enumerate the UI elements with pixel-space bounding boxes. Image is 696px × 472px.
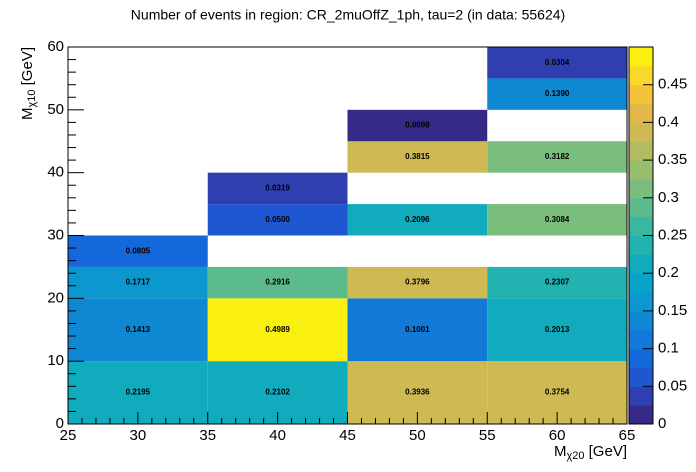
cell-label: 0.3084 (545, 215, 570, 224)
x-tick-label: 40 (269, 427, 286, 444)
cell-label: 0.1001 (405, 325, 430, 334)
cell (347, 204, 488, 236)
x-tick-label: 55 (479, 427, 496, 444)
cell (487, 78, 627, 110)
cell-label: 0.3796 (405, 278, 430, 287)
colorbar-band (629, 235, 653, 255)
x-tick-label: 25 (60, 427, 77, 444)
y-tick-label: 40 (47, 164, 64, 181)
cell-label: 0.1390 (545, 89, 570, 98)
cell (207, 266, 348, 299)
cell-label: 0.0304 (545, 58, 570, 67)
cell-label: 0.2195 (126, 388, 151, 397)
colorbar-band (629, 65, 653, 86)
colorbar-tick-label: 0.05 (658, 377, 687, 394)
colorbar-band (629, 84, 653, 105)
x-tick-label: 30 (130, 427, 147, 444)
colorbar-tick-label: 0.3 (658, 189, 679, 206)
colorbar-tick-label: 0.35 (658, 151, 687, 168)
x-axis-label: Mχ20 [GeV] (554, 443, 627, 462)
cell (347, 266, 488, 299)
cell (347, 298, 488, 362)
colorbar-band (629, 216, 653, 236)
colorbar-tick-label: 0.45 (658, 76, 687, 93)
colorbar-band (629, 47, 653, 67)
cell (347, 109, 488, 142)
colorbar-band (629, 348, 653, 368)
colorbar-band (629, 103, 653, 123)
x-tick-label: 65 (619, 427, 636, 444)
y-axis-label: Mχ10 [GeV] (19, 47, 38, 120)
cell-label: 0.3815 (405, 152, 430, 161)
y-label-main: M (19, 108, 36, 121)
colorbar-tick-label: 0.1 (658, 340, 679, 357)
cell-label: 0.3936 (405, 388, 430, 397)
colorbar-band (629, 197, 653, 218)
x-label-sub: χ20 (566, 450, 584, 462)
cell-label: 0.2096 (405, 215, 430, 224)
colorbar-band (629, 160, 653, 180)
colorbar-band (629, 254, 653, 274)
y-tick-label: 0 (56, 415, 64, 432)
cell-label: 0.0500 (265, 215, 290, 224)
x-tick-label: 50 (409, 427, 426, 444)
cell (487, 141, 627, 173)
cell-label: 0.3182 (545, 152, 570, 161)
x-label-unit: [GeV] (584, 443, 627, 460)
cell-label: 0.0098 (405, 121, 430, 130)
cell (487, 204, 627, 236)
chart-title: Number of events in region: CR_2muOffZ_1… (131, 7, 565, 23)
cell (487, 266, 627, 299)
cell (487, 298, 627, 362)
cell-label: 0.2013 (545, 325, 570, 334)
y-tick-label: 20 (47, 289, 64, 306)
cell-label: 0.2307 (545, 278, 570, 287)
colorbar-band (629, 367, 653, 387)
colorbar-band (629, 292, 653, 312)
x-tick-label: 60 (549, 427, 566, 444)
cell-label: 0.1717 (126, 278, 151, 287)
cell-label: 0.2102 (265, 388, 290, 397)
colorbar-tick-label: 0.25 (658, 226, 687, 243)
colorbar-band (629, 329, 653, 350)
y-label-unit: [GeV] (19, 47, 36, 90)
cell-label: 0.0319 (265, 183, 290, 192)
x-label-main: M (554, 443, 567, 460)
colorbar-band (629, 273, 653, 293)
cell-label: 0.3754 (545, 388, 570, 397)
colorbar-band (629, 178, 653, 199)
cell (207, 204, 348, 236)
cell (68, 266, 208, 299)
cell (207, 172, 348, 205)
colorbar-tick-label: 0.2 (658, 264, 679, 281)
x-tick-label: 45 (339, 427, 356, 444)
y-tick-label: 50 (47, 101, 64, 118)
y-tick-label: 60 (47, 38, 64, 55)
y-label-sub: χ10 (26, 90, 38, 108)
cell (207, 298, 348, 362)
cell-label: 0.1413 (126, 325, 151, 334)
y-tick-label: 30 (47, 226, 64, 243)
colorbar-band (629, 386, 653, 406)
cell (487, 47, 627, 79)
cell-label: 0.2916 (265, 278, 290, 287)
cell (68, 298, 208, 362)
colorbar-tick-label: 0 (658, 415, 666, 432)
colorbar-band (629, 122, 653, 142)
y-tick-label: 10 (47, 352, 64, 369)
colorbar-band (629, 310, 653, 331)
colorbar-band (629, 405, 653, 425)
cell-label: 0.0805 (126, 246, 151, 255)
cell-label: 0.4989 (265, 325, 290, 334)
cell (347, 141, 488, 173)
colorbar-band (629, 141, 653, 161)
x-tick-label: 35 (199, 427, 216, 444)
colorbar-tick-label: 0.15 (658, 302, 687, 319)
cell (68, 235, 208, 267)
colorbar-tick-label: 0.4 (658, 113, 679, 130)
